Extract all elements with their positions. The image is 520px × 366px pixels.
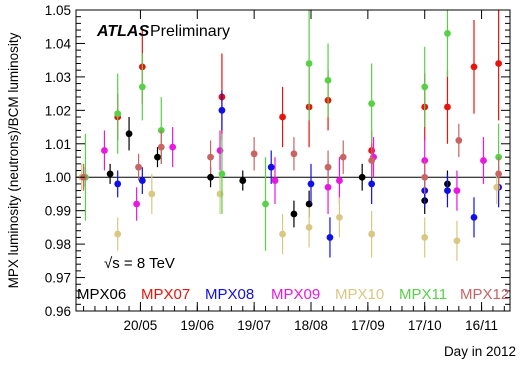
- data-point-mpx12-3: [207, 153, 214, 161]
- x-tick-label: 19/06: [180, 318, 214, 333]
- x-tick-label: 17/10: [408, 318, 442, 333]
- data-point-mpx06-3: [154, 153, 161, 161]
- y-tick-label: 0.96: [45, 304, 71, 319]
- data-point-mpx11-7: [324, 76, 332, 84]
- data-point-mpx11-1: [114, 110, 122, 118]
- data-point-mpx06-2: [125, 130, 133, 138]
- x-tick-label: 18/08: [294, 318, 328, 333]
- data-point-mpx12-4: [250, 150, 258, 158]
- legend: MPX06 MPX07 MPX08 MPX09 MPX10 MPX11 MPX12: [77, 286, 509, 303]
- legend-entry-mpx11: MPX11: [399, 286, 447, 303]
- data-point-mpx12-8: [368, 157, 376, 164]
- data-point-mpx06-5: [239, 177, 247, 184]
- data-point-mpx09-5: [324, 183, 332, 191]
- data-point-mpx06-4: [207, 173, 214, 181]
- y-tick-label: 1.05: [45, 3, 71, 18]
- data-point-mpx08-1: [138, 177, 146, 184]
- y-tick-label: 1.04: [45, 36, 72, 51]
- y-axis-label: MPX luminosity (neutrons)/BCM luminosity: [6, 32, 21, 288]
- y-tick-label: 1.02: [45, 103, 71, 118]
- data-point-mpx12-10: [455, 137, 463, 144]
- data-point-mpx10-9: [453, 237, 461, 245]
- data-point-mpx12-5: [290, 150, 298, 158]
- data-point-mpx11-9: [421, 83, 429, 91]
- x-tick-label: 16/11: [465, 318, 498, 333]
- data-point-mpx07-8: [444, 103, 451, 111]
- legend-entry-mpx08: MPX08: [205, 286, 254, 303]
- legend-entry-mpx07: MPX07: [141, 286, 190, 303]
- data-point-mpx10-6: [336, 213, 343, 221]
- data-point-mpx07-9: [470, 63, 478, 71]
- atlas-label: ATLAS: [96, 23, 149, 40]
- legend-entry-mpx12: MPX12: [460, 286, 509, 303]
- data-point-mpx12-1: [135, 163, 142, 171]
- data-point-mpx10-2: [148, 190, 156, 198]
- data-point-mpx11-8: [368, 100, 376, 108]
- legend-entry-mpx06: MPX06: [77, 286, 126, 303]
- data-point-mpx08-0: [114, 180, 122, 188]
- energy-label: √s = 8 TeV: [104, 255, 175, 272]
- data-point-mpx06-6: [290, 210, 298, 218]
- x-axis-label: Day in 2012: [444, 344, 516, 359]
- data-point-mpx10-4: [279, 230, 286, 238]
- plot-frame: [75, 9, 511, 312]
- x-tick-label: 17/09: [351, 318, 385, 333]
- y-tick-label: 0.97: [45, 271, 71, 286]
- data-point-mpx11-6: [305, 60, 313, 67]
- data-point-mpx09-10: [480, 157, 487, 164]
- data-point-mpx12-6: [324, 163, 332, 171]
- plot-area: [76, 10, 510, 261]
- data-point-mpx11-2: [138, 83, 146, 91]
- data-point-mpx08-4: [307, 180, 315, 188]
- data-point-mpx11-10: [444, 30, 451, 37]
- data-point-mpx12-9: [421, 173, 429, 181]
- data-point-mpx11-5: [262, 200, 269, 208]
- data-point-mpx06-8: [358, 173, 366, 181]
- preliminary-label: Preliminary: [150, 23, 230, 40]
- data-point-mpx09-1: [133, 200, 141, 208]
- data-point-mpx07-10: [495, 60, 503, 67]
- data-point-mpx08-5: [326, 234, 334, 241]
- x-tick-label: 20/05: [124, 318, 158, 333]
- data-point-mpx09-2: [169, 143, 177, 151]
- data-point-mpx09-4: [271, 177, 279, 184]
- data-point-mpx10-8: [421, 234, 429, 241]
- legend-entry-mpx09: MPX09: [271, 286, 320, 303]
- y-tick-label: 1.00: [45, 170, 71, 185]
- data-point-mpx10-5: [305, 223, 313, 231]
- data-point-mpx08-9: [470, 213, 478, 221]
- data-point-mpx08-3: [267, 163, 275, 171]
- data-point-mpx09-0: [101, 147, 108, 154]
- legend-entry-mpx10: MPX10: [335, 286, 384, 303]
- data-point-mpx10-7: [368, 230, 376, 238]
- data-point-mpx09-9: [453, 187, 461, 195]
- x-tick-label: 19/07: [237, 318, 271, 333]
- data-point-mpx09-6: [336, 177, 343, 184]
- data-point-mpx08-2: [218, 106, 226, 114]
- y-tick-label: 0.99: [45, 204, 71, 219]
- y-tick-label: 0.98: [45, 237, 71, 252]
- data-point-mpx11-4: [218, 170, 226, 178]
- data-point-mpx12-2: [157, 143, 165, 151]
- data-point-mpx12-11: [495, 170, 503, 178]
- axes: 0.96 0.97 0.98 0.99 1.00 1.01 1.02 1.03 1.04 1.05…: [45, 3, 510, 333]
- y-tick-label: 1.01: [45, 137, 71, 152]
- data-point-mpx06-1: [106, 170, 114, 178]
- data-point-mpx08-6: [368, 180, 376, 188]
- series-mpx08: [114, 90, 503, 258]
- data-point-mpx07-3: [279, 113, 286, 121]
- data-point-mpx10-1: [114, 230, 122, 238]
- y-tick-label: 1.03: [45, 70, 71, 85]
- data-point-mpx12-7: [339, 153, 347, 161]
- data-point-mpx08-8: [444, 187, 451, 195]
- series-mpx12: [80, 123, 503, 194]
